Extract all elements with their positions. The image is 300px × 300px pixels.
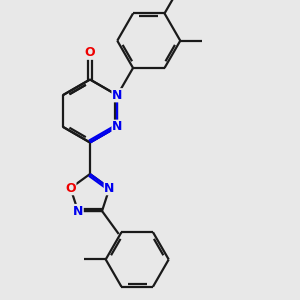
Text: N: N (112, 120, 122, 133)
Text: N: N (104, 182, 115, 195)
Text: O: O (85, 46, 95, 59)
Text: O: O (65, 182, 76, 195)
Text: N: N (73, 205, 83, 218)
Text: N: N (112, 89, 122, 102)
